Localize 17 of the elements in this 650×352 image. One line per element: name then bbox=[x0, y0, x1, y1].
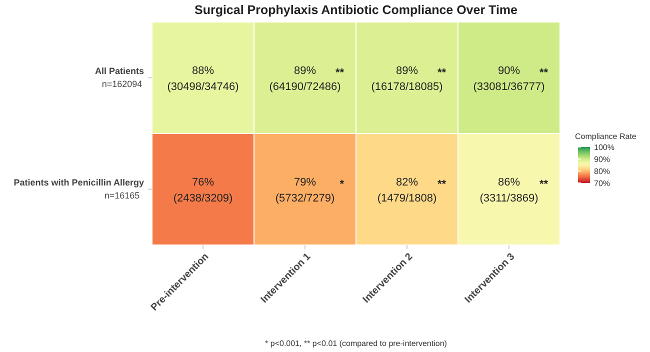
y-tick-label: Patients with Penicillin Allergy n=16165 bbox=[14, 177, 144, 200]
data-label: 89% (16178/18085) ** bbox=[371, 64, 447, 93]
text: * p<0.001, ** p<0.01 (compared to pre-intervention) bbox=[265, 339, 448, 348]
color-bar-label: 80% bbox=[594, 167, 610, 176]
data-label: 89% (64190/72486) ** bbox=[269, 64, 345, 93]
data-label: 79% (5732/7279) * bbox=[275, 176, 345, 204]
color-bar-label: 90% bbox=[594, 155, 610, 164]
data-label: 86% (3311/3869) ** bbox=[480, 176, 549, 204]
color-bar-title: Compliance Rate bbox=[575, 132, 637, 141]
data-label: 88% (30498/34746) bbox=[167, 64, 239, 93]
y-tick-label: All Patients n=162094 bbox=[94, 66, 144, 89]
data-label: 82% (1479/1808) ** bbox=[377, 176, 447, 204]
chart-title: Surgical Prophylaxis Antibiotic Compliance Over Time bbox=[194, 3, 518, 17]
data-label: 90% (33081/36777) ** bbox=[473, 64, 549, 93]
color-bar-label: 70% bbox=[594, 179, 610, 188]
color-bar-label: 100% bbox=[594, 143, 614, 152]
data-label: 76% (2438/3209) bbox=[173, 176, 233, 204]
